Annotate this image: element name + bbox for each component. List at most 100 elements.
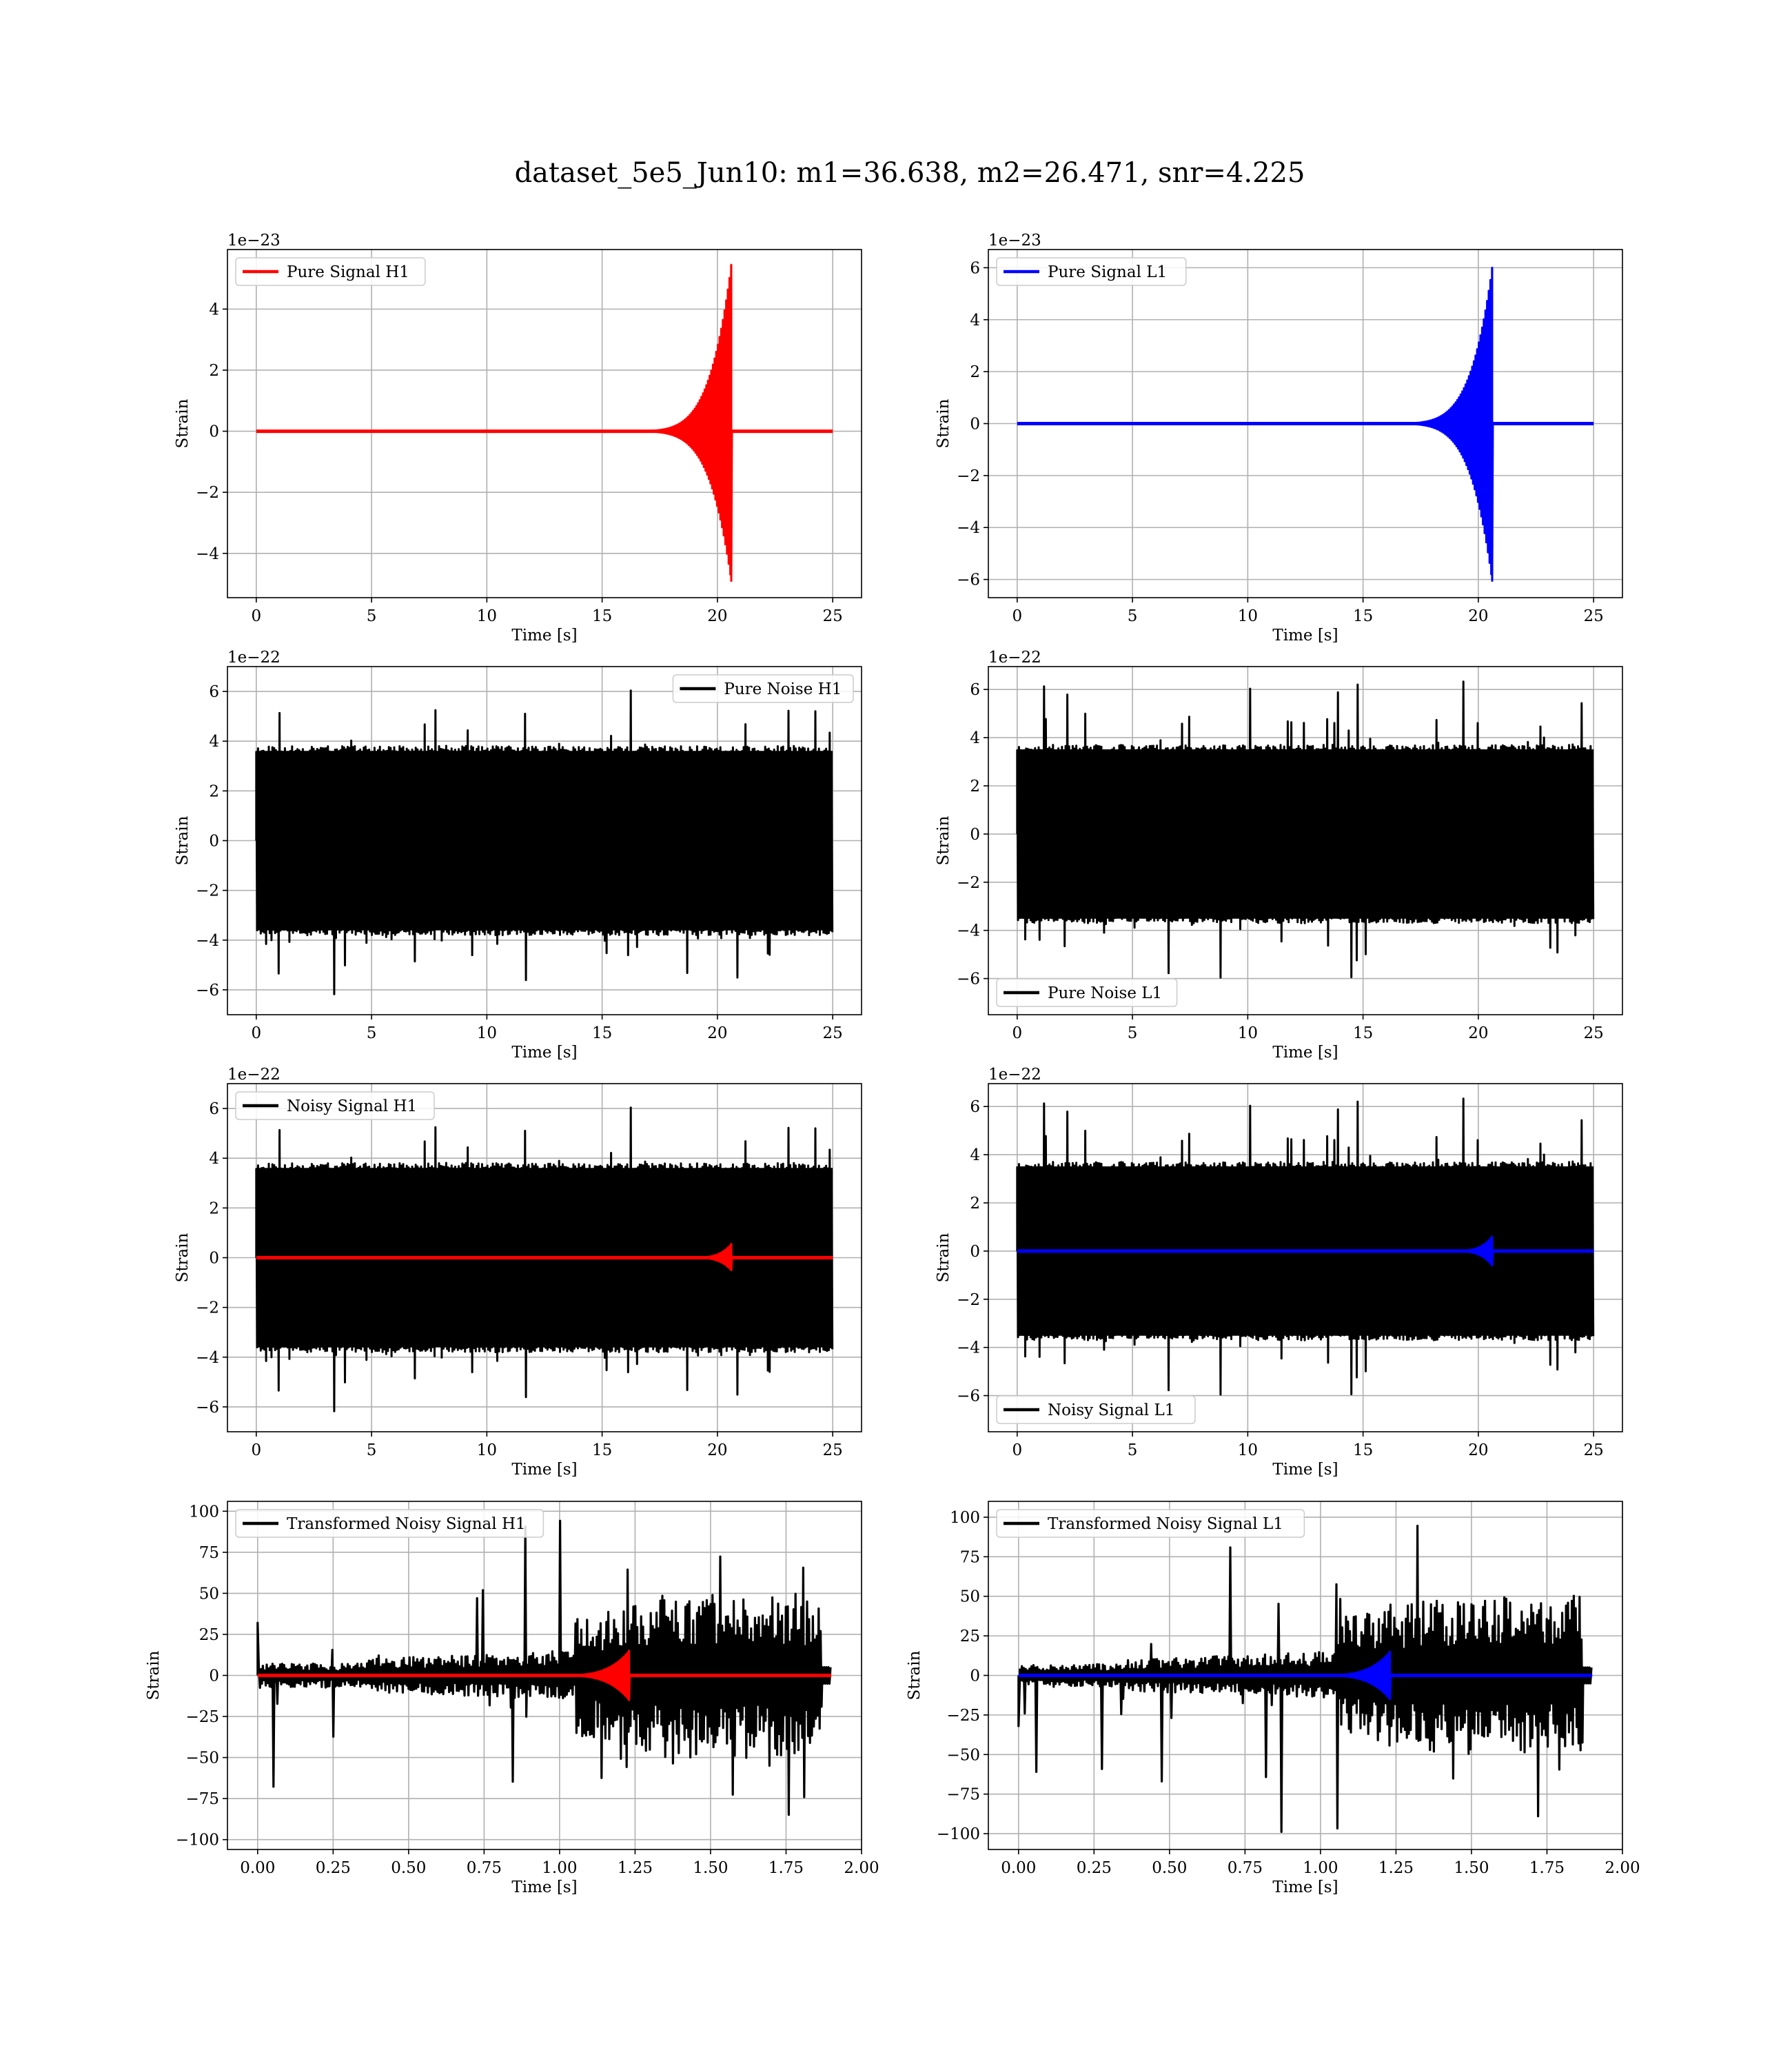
y-tick-label: −2 [957,1291,980,1309]
y-tick-label: 6 [970,1098,980,1116]
series-line [255,1106,834,1412]
plot-area [255,689,834,995]
legend-box [996,1509,1305,1538]
legend-box [235,257,426,286]
chirp-core [1464,398,1492,449]
x-tick-label: 0 [1012,1441,1022,1459]
x-tick-label: 1.25 [1378,1859,1414,1877]
series-chirp [1443,1235,1494,1267]
legend-label: Pure Signal H1 [287,263,409,281]
axis-offset-text: 1e−23 [988,232,1041,250]
y-axis-label: Strain [145,1650,163,1700]
x-tick-label: 5 [367,607,377,625]
y-tick-label: −2 [196,1299,219,1317]
y-tick-label: −4 [957,1339,980,1357]
series-line [1017,1524,1593,1833]
y-tick-label: 75 [199,1544,219,1562]
x-tick-label: 20 [1468,607,1488,625]
y-tick-label: 4 [970,729,980,747]
y-tick-label: 6 [209,1100,219,1118]
x-axis-label: Time [s] [511,627,577,645]
y-tick-label: −100 [937,1825,980,1843]
subplot-p4: 0 5 10 15 20 25 −6 −4 −2 0 2 4 6 Time [s] Strain 1e−22 P… [935,649,1623,1062]
y-tick-label: −6 [957,971,980,989]
series-chirp [1305,1650,1392,1701]
x-tick-label: 0.75 [467,1859,502,1877]
y-axis-label: Strain [174,398,192,448]
y-tick-label: 50 [199,1585,219,1603]
x-tick-label: 0 [1012,607,1022,625]
x-tick-label: 20 [1468,1441,1488,1459]
legend-box [672,674,854,703]
plot-area [256,263,833,582]
x-axis-label: Time [s] [511,1878,577,1896]
plot-area [1017,266,1594,582]
y-tick-label: −25 [946,1707,980,1725]
x-tick-label: 20 [1468,1024,1488,1042]
y-tick-label: 2 [970,778,980,795]
figure-title: dataset_5e5_Jun10: m1=36.638, m2=26.471,… [514,157,1305,189]
x-axis-label: Time [s] [511,1461,577,1479]
legend-label: Pure Noise H1 [724,680,842,698]
x-tick-label: 0.00 [1001,1859,1036,1877]
y-tick-label: −6 [196,982,219,1000]
axis-offset-text: 1e−22 [227,649,281,667]
x-axis-label: Time [s] [1272,1044,1338,1062]
x-tick-label: 1.00 [542,1859,577,1877]
axis-offset-text: 1e−22 [227,1066,281,1084]
y-tick-label: 100 [950,1509,980,1527]
x-axis-label: Time [s] [1272,1878,1338,1896]
x-tick-label: 0 [251,1024,261,1042]
legend-label: Pure Signal L1 [1048,263,1167,281]
axes-frame [988,666,1623,1015]
y-tick-label: −4 [196,932,219,950]
legend-label: Noisy Signal L1 [1048,1401,1174,1419]
x-tick-label: 2.00 [844,1859,879,1877]
y-tick-label: 2 [209,782,219,800]
y-tick-label: −2 [957,467,980,485]
x-tick-label: 15 [1353,607,1373,625]
series-chirp [544,1650,631,1701]
x-tick-label: 0 [251,607,261,625]
x-tick-label: 15 [1353,1024,1373,1042]
series-line [1016,680,1595,979]
y-tick-label: −4 [196,545,219,563]
legend-label: Noisy Signal H1 [287,1097,417,1115]
y-tick-label: 4 [209,1150,219,1168]
y-axis-label: Strain [935,398,953,448]
series-line [256,1519,832,1816]
y-tick-label: 75 [960,1548,980,1566]
subplot-p8: 0.00 0.25 0.50 0.75 1.00 1.25 1.50 1.75 2.00 −100… [906,1501,1640,1896]
y-tick-label: 50 [960,1588,980,1606]
x-tick-label: 10 [1238,607,1258,625]
series-line [255,689,834,995]
subplot-p7: 0.00 0.25 0.50 0.75 1.00 1.25 1.50 1.75 2.00 −100… [145,1501,879,1896]
chirp-core [703,404,731,458]
x-axis-label: Time [s] [511,1044,577,1062]
y-tick-label: 0 [970,416,980,434]
x-tick-label: 1.75 [1529,1859,1565,1877]
legend-label: Pure Noise L1 [1048,984,1162,1002]
plot-area [1017,1524,1593,1833]
series-chirp [682,1243,733,1272]
x-tick-label: 25 [823,1441,843,1459]
y-tick-label: 25 [960,1628,980,1645]
y-tick-label: −50 [185,1750,219,1767]
x-tick-label: 25 [1584,1441,1604,1459]
y-tick-label: 2 [970,1195,980,1213]
x-tick-label: 20 [707,1024,727,1042]
legend-box [996,978,1178,1007]
x-tick-label: 10 [1238,1024,1258,1042]
y-tick-label: −4 [196,1349,219,1367]
plot-area [1016,680,1595,979]
y-tick-label: −6 [957,1388,980,1406]
plot-area [1016,1097,1595,1396]
y-tick-label: −6 [196,1399,219,1417]
x-tick-label: 10 [477,607,497,625]
x-tick-label: 5 [1128,1441,1138,1459]
y-tick-label: −75 [946,1786,980,1804]
plot-area [255,1106,834,1412]
y-tick-label: 0 [209,833,219,851]
subplot-p1: 0 5 10 15 20 25 −4 −2 0 2 4 Time [s] Strain 1e−23 Pure… [174,232,862,645]
